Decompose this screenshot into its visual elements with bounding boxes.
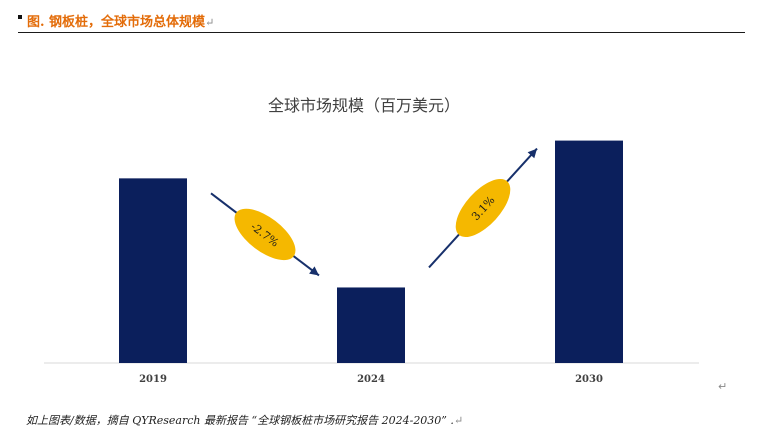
source-caption: 如上图表/数据，摘自 QYResearch 最新报告 “全球钢板桩市场研究报告 … [26, 414, 464, 427]
growth-annotation-2: 3.1% [428, 147, 538, 269]
bar-2024 [337, 287, 405, 363]
figure-header: 图. 钢板桩，全球市场总体规模↵ [18, 10, 745, 33]
x-tick-label-2030: 2030 [575, 374, 603, 385]
growth-annotations: -2.7% 3.1% [210, 147, 538, 277]
figure-title: 图. 钢板桩，全球市场总体规模↵ [27, 15, 215, 30]
bar-chart: 全球市场规模（百万美元） 2019 2024 2030 -2.7% 3.1% [44, 96, 699, 385]
arrowhead-icon [309, 266, 319, 276]
growth-badge [234, 208, 296, 261]
growth-badge [455, 179, 511, 238]
growth-annotation-1: -2.7% [210, 192, 320, 277]
bar-2030 [555, 140, 623, 363]
bar-2019 [119, 178, 187, 363]
return-mark-icon: ↵ [453, 414, 464, 427]
arrowhead-icon [527, 148, 537, 159]
x-tick-label-2024: 2024 [357, 374, 385, 385]
return-mark-icon: ↵ [205, 16, 215, 29]
bars-group [119, 140, 623, 363]
chart-title: 全球市场规模（百万美元） [268, 96, 460, 115]
bullet-icon [18, 15, 22, 19]
paragraph-mark-icon: ↵ [718, 381, 728, 393]
x-tick-label-2019: 2019 [139, 374, 167, 385]
x-tick-labels: 2019 2024 2030 [139, 374, 603, 385]
